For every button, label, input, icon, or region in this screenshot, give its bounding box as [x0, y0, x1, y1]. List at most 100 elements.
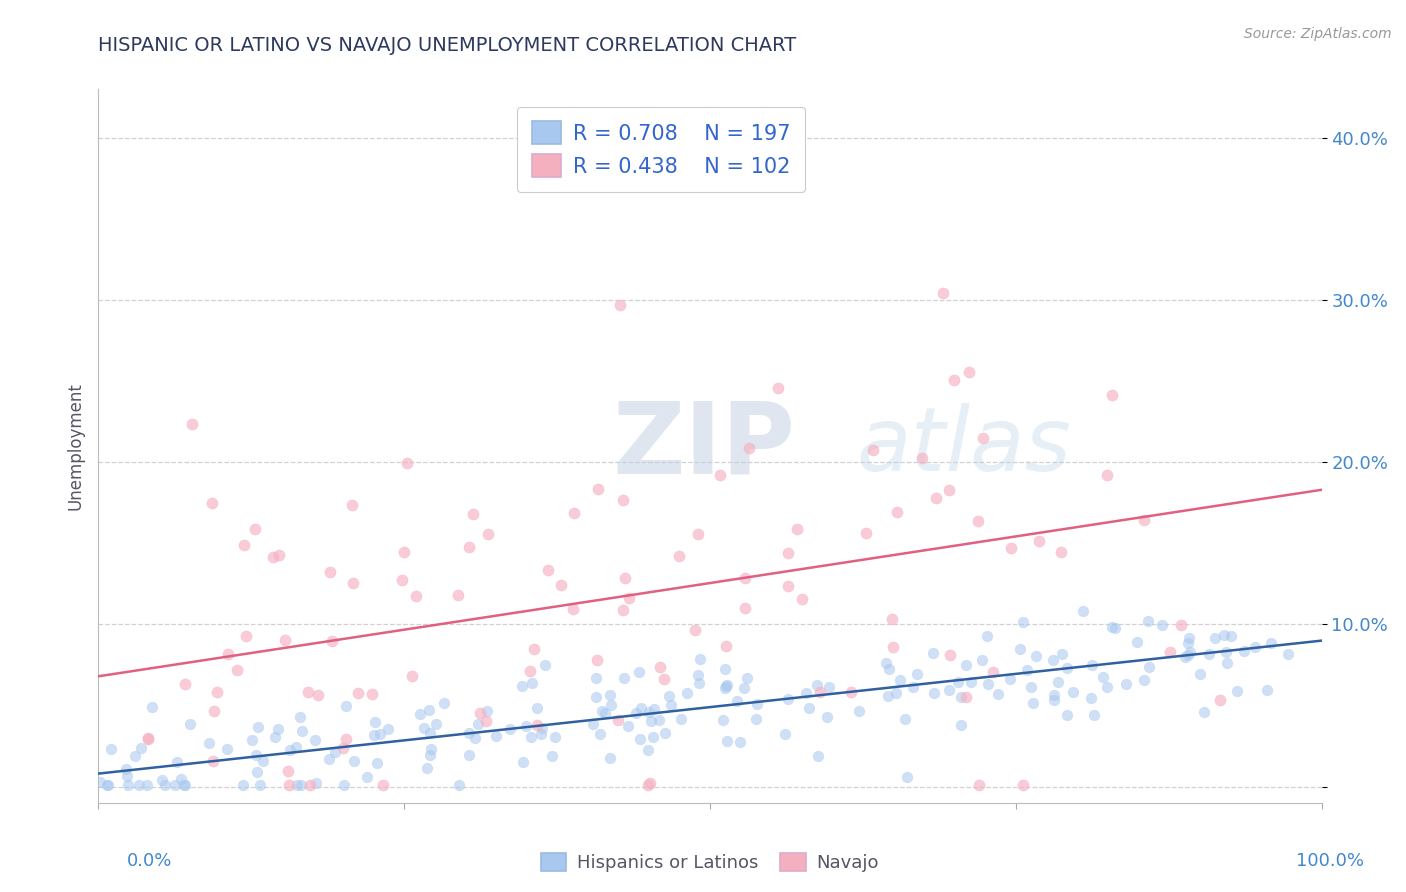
Point [1244, 640, 1267, 654]
Point [1042, 693, 1064, 707]
Point [905, 666, 928, 681]
Point [855, 525, 877, 540]
Point [515, 719, 537, 733]
Point [766, 381, 789, 395]
Point [117, 778, 139, 792]
Point [342, 575, 364, 590]
Point [886, 505, 908, 519]
Point [267, 549, 290, 563]
Point [409, 706, 432, 721]
Point [1056, 707, 1078, 722]
Point [1095, 681, 1118, 695]
Point [1277, 648, 1299, 662]
Point [179, 716, 201, 731]
Point [377, 722, 399, 736]
Point [675, 686, 697, 700]
Point [363, 729, 385, 743]
Point [447, 778, 470, 792]
Point [1216, 657, 1239, 671]
Point [323, 745, 346, 759]
Point [807, 749, 830, 764]
Point [882, 612, 904, 626]
Point [395, 456, 418, 470]
Point [356, 770, 378, 784]
Point [1022, 697, 1045, 711]
Point [136, 731, 159, 746]
Point [181, 417, 204, 431]
Point [1028, 533, 1050, 548]
Point [713, 681, 735, 696]
Point [249, 778, 271, 792]
Point [1021, 680, 1043, 694]
Point [463, 507, 485, 521]
Point [288, 710, 311, 724]
Point [976, 677, 998, 691]
Point [115, 769, 138, 783]
Point [716, 734, 738, 748]
Point [418, 703, 440, 717]
Point [1101, 388, 1123, 402]
Point [599, 688, 621, 702]
Point [129, 741, 152, 756]
Point [790, 591, 813, 606]
Point [170, 772, 193, 787]
Point [499, 722, 522, 736]
Point [709, 467, 731, 482]
Point [714, 662, 737, 676]
Point [419, 747, 441, 762]
Point [1178, 645, 1201, 659]
Point [1152, 618, 1174, 632]
Point [245, 748, 267, 763]
Point [363, 714, 385, 729]
Point [586, 482, 609, 496]
Point [1115, 677, 1137, 691]
Point [217, 647, 239, 661]
Point [202, 754, 225, 768]
Point [896, 770, 918, 784]
Point [416, 761, 439, 775]
Point [519, 665, 541, 679]
Point [1198, 648, 1220, 662]
Point [173, 778, 195, 792]
Point [585, 671, 607, 685]
Point [1132, 513, 1154, 527]
Point [201, 496, 224, 510]
Point [333, 778, 356, 792]
Point [939, 648, 962, 663]
Point [949, 717, 972, 731]
Point [215, 742, 238, 756]
Point [776, 692, 799, 706]
Point [280, 742, 302, 756]
Point [307, 688, 329, 702]
Point [266, 723, 288, 737]
Point [304, 733, 326, 747]
Point [1042, 653, 1064, 667]
Point [685, 623, 707, 637]
Point [716, 678, 738, 692]
Point [198, 735, 221, 749]
Point [299, 778, 322, 792]
Point [889, 673, 911, 687]
Point [457, 726, 479, 740]
Point [533, 658, 555, 673]
Point [612, 603, 634, 617]
Point [686, 668, 709, 682]
Point [776, 579, 799, 593]
Point [544, 730, 567, 744]
Point [305, 775, 328, 789]
Point [202, 704, 225, 718]
Point [263, 730, 285, 744]
Point [613, 671, 636, 685]
Point [235, 629, 257, 643]
Point [1091, 669, 1114, 683]
Point [1012, 778, 1035, 792]
Point [669, 713, 692, 727]
Point [925, 491, 948, 505]
Point [884, 686, 907, 700]
Point [630, 700, 652, 714]
Point [637, 705, 659, 719]
Point [585, 690, 607, 704]
Point [1220, 629, 1243, 643]
Point [643, 702, 665, 716]
Point [1080, 658, 1102, 673]
